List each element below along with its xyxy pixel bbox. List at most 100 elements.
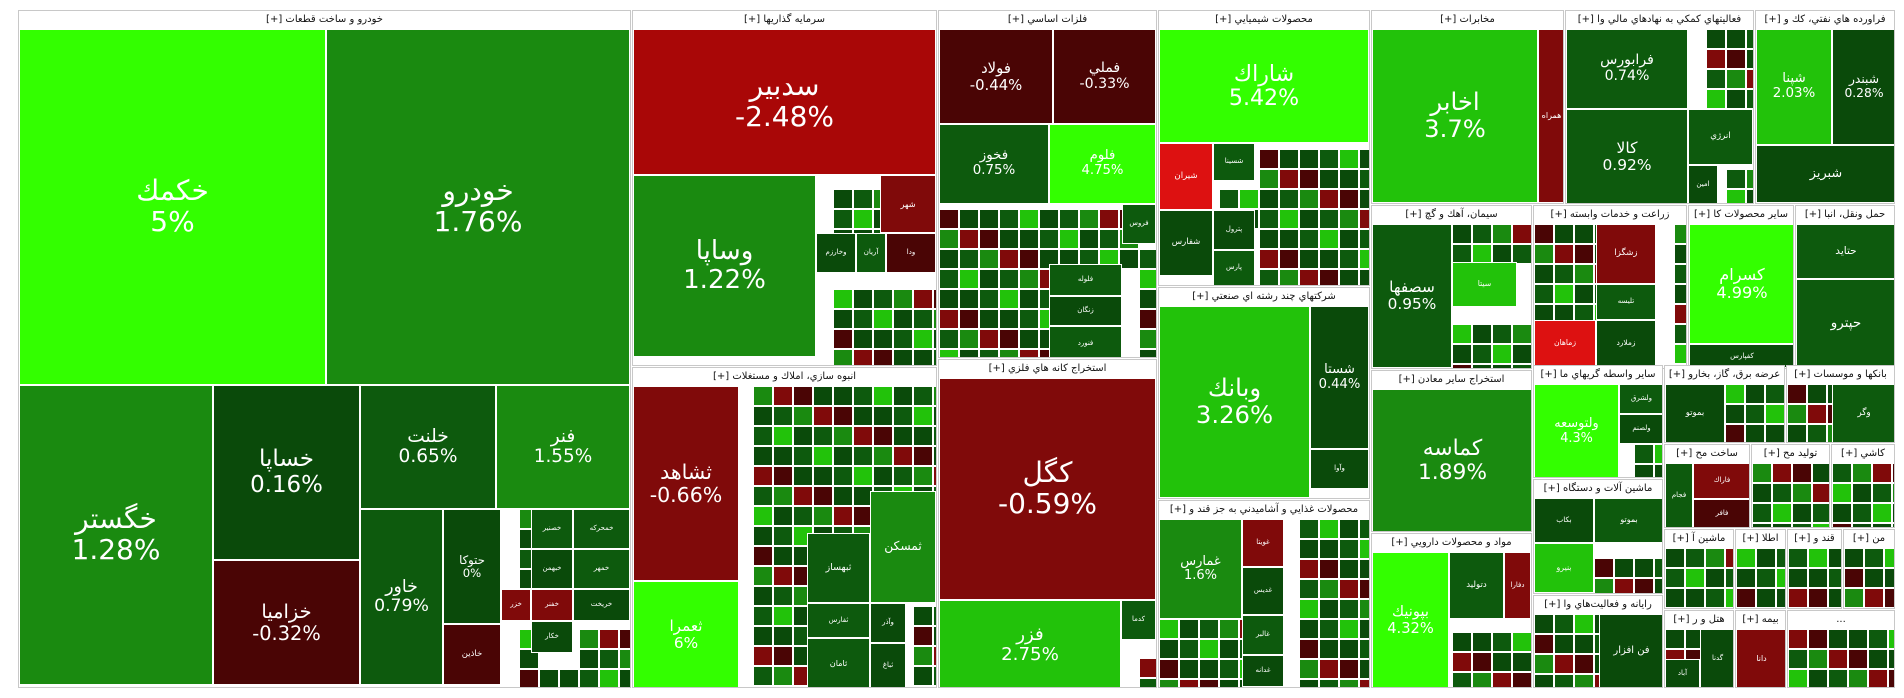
small-stock-tile[interactable] xyxy=(1808,608,1828,609)
small-stock-tile[interactable] xyxy=(1808,548,1828,568)
small-stock-tile[interactable] xyxy=(999,289,1019,309)
small-stock-tile[interactable] xyxy=(1772,523,1792,527)
small-stock-tile[interactable] xyxy=(1359,189,1369,209)
small-stock-tile[interactable] xyxy=(1665,588,1685,608)
small-stock-tile[interactable] xyxy=(853,386,873,406)
small-stock-tile[interactable] xyxy=(1654,444,1662,464)
small-stock-tile[interactable] xyxy=(1674,264,1686,284)
stock-tile[interactable]: فلوم 4.75% xyxy=(1049,124,1156,204)
small-stock-tile[interactable] xyxy=(1654,558,1662,578)
small-stock-tile[interactable] xyxy=(933,666,936,686)
small-stock-tile[interactable] xyxy=(1674,284,1686,304)
sector-header[interactable]: اطلا [+] xyxy=(1736,530,1785,548)
small-stock-tile[interactable] xyxy=(1674,304,1686,324)
small-stock-tile[interactable] xyxy=(833,446,853,466)
small-stock-tile[interactable] xyxy=(853,446,873,466)
small-stock-tile[interactable] xyxy=(913,446,933,466)
small-stock-tile[interactable] xyxy=(773,506,793,526)
stock-tile[interactable]: سصفها 0.95% xyxy=(1372,224,1452,368)
small-stock-tile[interactable] xyxy=(933,309,936,329)
small-stock-tile[interactable] xyxy=(1705,548,1725,568)
small-stock-tile[interactable] xyxy=(1492,224,1512,244)
small-stock-tile[interactable] xyxy=(1534,634,1554,654)
small-stock-tile[interactable] xyxy=(1765,384,1784,404)
small-stock-tile[interactable] xyxy=(1534,284,1554,304)
small-stock-tile[interactable] xyxy=(933,406,936,426)
small-stock-tile[interactable] xyxy=(753,666,773,686)
small-stock-tile[interactable] xyxy=(1745,384,1765,404)
stock-tile[interactable]: خريخت xyxy=(573,589,630,621)
small-stock-tile[interactable] xyxy=(813,426,833,446)
stock-tile[interactable]: شفارس xyxy=(1159,210,1213,276)
small-stock-tile[interactable] xyxy=(1219,189,1239,209)
sector-box[interactable]: ساير واسطه گريهاي ما [+] ولتوسعه 4.3% ولشرق… xyxy=(1533,365,1663,478)
small-stock-tile[interactable] xyxy=(1685,588,1705,608)
small-stock-tile[interactable] xyxy=(753,386,773,406)
small-stock-tile[interactable] xyxy=(1019,269,1039,289)
stock-tile[interactable]: فنر 1.55% xyxy=(496,385,630,509)
stock-tile[interactable]: خگستر 1.28% xyxy=(19,385,213,685)
small-stock-tile[interactable] xyxy=(979,249,999,269)
small-stock-tile[interactable] xyxy=(1159,679,1179,687)
small-stock-tile[interactable] xyxy=(1472,652,1492,672)
small-stock-tile[interactable] xyxy=(833,466,853,486)
small-stock-tile[interactable] xyxy=(893,446,913,466)
small-stock-tile[interactable] xyxy=(1319,619,1339,639)
small-stock-tile[interactable] xyxy=(1772,463,1792,483)
small-stock-tile[interactable] xyxy=(1179,679,1199,687)
small-stock-tile[interactable] xyxy=(1299,519,1319,539)
small-stock-tile[interactable] xyxy=(999,209,1019,229)
small-stock-tile[interactable] xyxy=(753,566,773,586)
sector-header[interactable]: توليد مح [+] xyxy=(1752,445,1829,463)
stock-tile[interactable]: غديس xyxy=(1242,567,1284,615)
stock-tile[interactable]: شبريز xyxy=(1756,145,1894,203)
small-stock-tile[interactable] xyxy=(1299,169,1319,189)
stock-tile[interactable]: ثمسكن xyxy=(870,491,936,603)
stock-tile[interactable]: وآوا xyxy=(1310,449,1369,489)
small-stock-tile[interactable] xyxy=(1219,619,1239,639)
small-stock-tile[interactable] xyxy=(1219,679,1239,687)
sector-header[interactable]: فلزات اساسي [+] xyxy=(939,11,1156,29)
stock-tile[interactable]: گدنا xyxy=(1700,629,1733,687)
small-stock-tile[interactable] xyxy=(1299,229,1319,249)
sector-box[interactable]: زراعت و خدمات وابسته [+] زشگزا زماهان تليسه… xyxy=(1533,205,1687,369)
small-stock-tile[interactable] xyxy=(753,486,773,506)
stock-tile[interactable]: ودا xyxy=(886,233,936,273)
stock-tile[interactable]: انرژي xyxy=(1688,109,1753,165)
small-stock-tile[interactable] xyxy=(1534,224,1554,244)
small-stock-tile[interactable] xyxy=(1359,169,1369,189)
small-stock-tile[interactable] xyxy=(1299,579,1319,599)
stock-tile[interactable]: پترول xyxy=(1213,210,1255,250)
small-stock-tile[interactable] xyxy=(1339,619,1359,639)
stock-tile[interactable]: سدبير -2.48% xyxy=(633,29,936,175)
small-stock-tile[interactable] xyxy=(1319,539,1339,559)
small-stock-tile[interactable] xyxy=(1574,654,1594,674)
small-stock-tile[interactable] xyxy=(1472,324,1492,344)
small-stock-tile[interactable] xyxy=(1787,424,1807,442)
small-stock-tile[interactable] xyxy=(933,626,936,646)
small-stock-tile[interactable] xyxy=(1706,89,1726,109)
stock-tile[interactable]: خبهمن xyxy=(531,549,573,589)
small-stock-tile[interactable] xyxy=(873,386,893,406)
small-stock-tile[interactable] xyxy=(1884,548,1894,568)
small-stock-tile[interactable] xyxy=(1674,224,1686,244)
stock-tile[interactable]: غالبر xyxy=(1242,615,1284,655)
small-stock-tile[interactable] xyxy=(1554,634,1574,654)
small-stock-tile[interactable] xyxy=(833,309,853,329)
small-stock-tile[interactable] xyxy=(833,426,853,446)
small-stock-tile[interactable] xyxy=(1574,224,1594,244)
small-stock-tile[interactable] xyxy=(939,329,959,349)
small-stock-tile[interactable] xyxy=(1339,599,1359,619)
small-stock-tile[interactable] xyxy=(1452,224,1472,244)
sector-header[interactable]: مواد و محصولات دارويي [+] xyxy=(1372,534,1531,552)
small-stock-tile[interactable] xyxy=(1665,568,1685,588)
small-stock-tile[interactable] xyxy=(1665,608,1685,609)
small-stock-tile[interactable] xyxy=(939,249,959,269)
small-stock-tile[interactable] xyxy=(1099,229,1119,249)
small-stock-tile[interactable] xyxy=(1199,659,1219,679)
stock-tile[interactable]: وساپا 1.22% xyxy=(633,175,816,357)
small-stock-tile[interactable] xyxy=(939,349,959,357)
small-stock-tile[interactable] xyxy=(1812,523,1829,527)
small-stock-tile[interactable] xyxy=(1725,404,1745,424)
small-stock-tile[interactable] xyxy=(959,229,979,249)
